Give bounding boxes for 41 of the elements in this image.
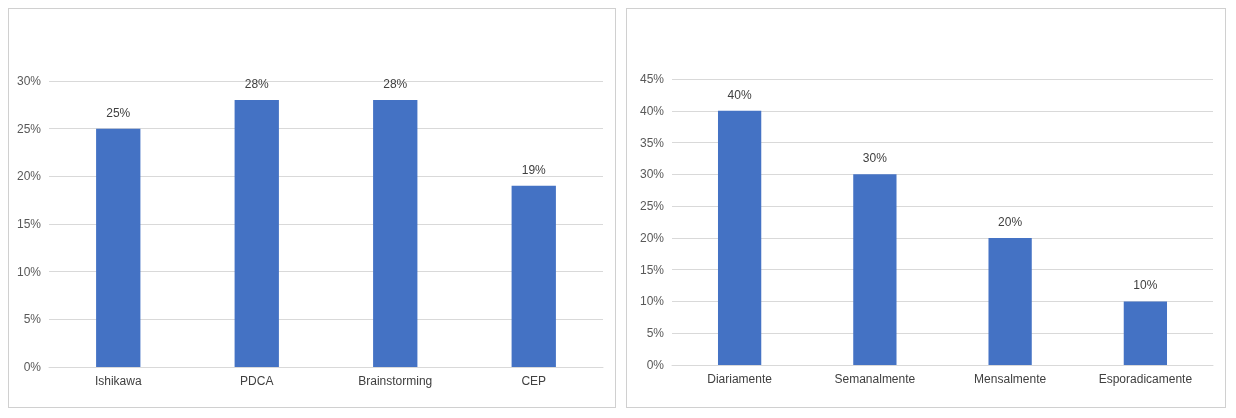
y-tick-label: 20% [639,230,665,245]
bar [511,185,556,367]
bar [853,174,897,365]
y-tick-label: 0% [646,358,665,372]
y-tick-label: 45% [639,72,665,86]
data-label: 25% [106,105,131,120]
data-label: 20% [998,214,1023,229]
data-label: 28% [383,77,408,92]
x-tick-label: Ishikawa [94,374,142,388]
x-tick-label: Semanalmente [834,372,916,386]
data-label: 10% [1133,278,1158,293]
y-tick-label: 10% [16,264,42,279]
data-label: 28% [244,77,270,92]
data-label: 40% [727,87,752,102]
y-tick-label: 15% [639,262,665,277]
y-tick-label: 15% [16,217,42,231]
data-label: 30% [862,151,888,166]
bar [988,237,1032,365]
x-tick-label: CEP [521,374,547,388]
y-tick-label: 5% [646,326,665,341]
y-tick-label: 30% [639,167,665,182]
x-tick-label: PDCA [240,374,274,388]
bar [373,100,418,367]
y-tick-label: 10% [639,294,665,309]
y-tick-label: 25% [639,199,665,214]
bar [96,128,141,367]
x-tick-label: Mensalmente [974,372,1047,386]
y-tick-label: 30% [16,74,42,88]
bar [1123,301,1168,365]
x-tick-label: Esporadicamente [1098,372,1193,386]
bar [717,110,762,365]
x-tick-label: Diariamente [707,372,773,386]
x-tick-label: Brainstorming [358,374,433,388]
y-tick-label: 35% [639,135,665,150]
y-tick-label: 40% [639,103,665,118]
y-tick-label: 25% [16,121,42,136]
y-tick-label: 0% [23,360,42,374]
data-label: 19% [521,162,547,177]
y-tick-label: 5% [23,312,42,327]
y-tick-label: 20% [16,169,42,184]
bar [234,100,279,367]
